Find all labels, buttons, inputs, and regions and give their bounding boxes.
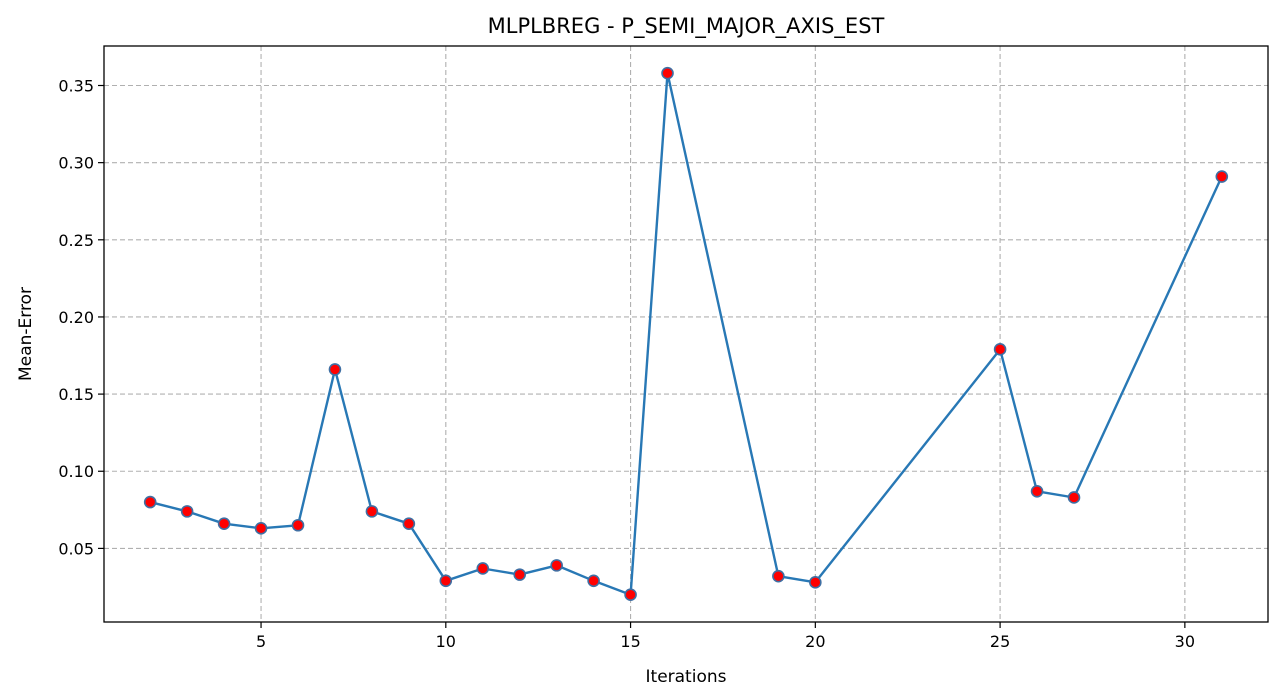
data-point xyxy=(439,574,453,588)
data-point xyxy=(661,66,674,80)
data-point xyxy=(217,517,231,531)
grid xyxy=(104,46,1268,622)
x-tick-label: 5 xyxy=(256,632,266,651)
y-tick-label: 0.30 xyxy=(58,154,94,173)
series-layer xyxy=(143,66,1229,601)
series-line xyxy=(149,71,1223,596)
chart-title: MLPLBREG - P_SEMI_MAJOR_AXIS_EST xyxy=(488,14,885,39)
data-point xyxy=(291,518,305,532)
data-point xyxy=(993,343,1007,356)
data-point xyxy=(143,495,157,509)
y-tick-label: 0.15 xyxy=(58,385,94,404)
data-point xyxy=(180,505,194,518)
data-point xyxy=(476,562,490,575)
data-point xyxy=(624,588,637,601)
data-point xyxy=(328,363,342,376)
plot-frame xyxy=(103,45,1269,623)
data-point xyxy=(513,568,527,581)
y-tick-label: 0.05 xyxy=(58,539,94,558)
x-tick-label: 25 xyxy=(990,632,1010,651)
data-point xyxy=(1215,170,1229,183)
data-point xyxy=(587,574,600,588)
x-axis-label: Iterations xyxy=(646,667,727,687)
y-tick-label: 0.35 xyxy=(58,77,94,96)
data-point xyxy=(365,505,379,518)
y-tick-label: 0.20 xyxy=(58,308,94,327)
data-point xyxy=(809,576,822,589)
x-tick-label: 20 xyxy=(805,632,825,651)
data-point xyxy=(772,569,785,583)
x-tick-label: 10 xyxy=(436,632,456,651)
y-tick-label: 0.25 xyxy=(58,231,94,250)
data-point xyxy=(402,517,416,531)
y-axis-label: Mean-Error xyxy=(16,287,36,381)
axis-ticks: 5 10 15 20 25 30 0.05 0.10 0.15 0.20 0.25 0.30 0.35 xyxy=(58,77,1195,651)
data-point xyxy=(1067,491,1081,504)
data-point xyxy=(550,559,563,572)
data-point xyxy=(254,522,268,535)
x-tick-label: 15 xyxy=(620,632,640,651)
data-point xyxy=(1030,485,1044,498)
y-tick-label: 0.10 xyxy=(58,462,94,481)
x-tick-label: 30 xyxy=(1175,632,1195,651)
